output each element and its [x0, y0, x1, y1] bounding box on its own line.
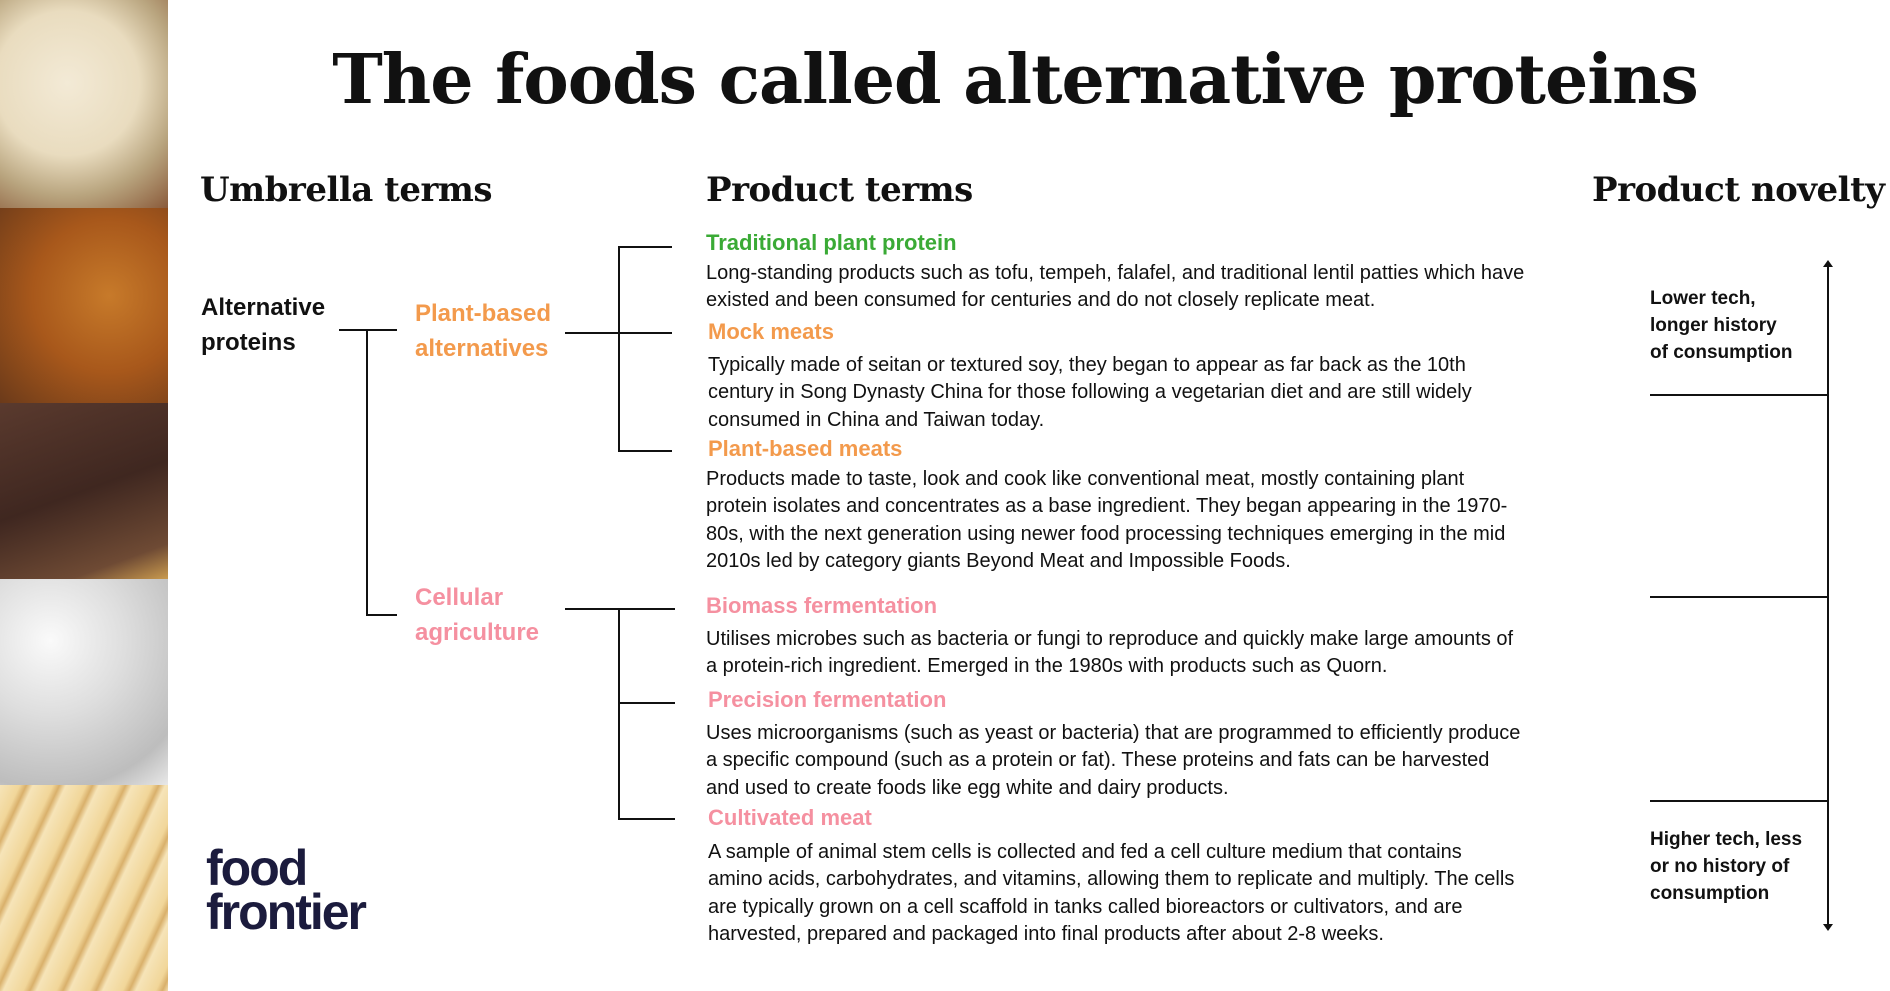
connector	[565, 608, 675, 610]
label-line: Higher tech, less	[1650, 829, 1803, 850]
product-desc-traditional: Long-standing products such as tofu, tem…	[706, 260, 1566, 315]
plant-based-meat-image	[0, 403, 168, 579]
desc-line: 2010s led by category giants Beyond Meat…	[706, 549, 1291, 572]
desc-line: Typically made of seitan or textured soy…	[708, 354, 1466, 376]
product-title-biomass: Biomass fermentation	[706, 593, 938, 618]
novelty-arrow-axis	[1827, 264, 1829, 928]
product-desc-plant-based-meats: Products made to taste, look and cook li…	[706, 466, 1566, 575]
product-title-cultivated: Cultivated meat	[708, 805, 872, 830]
novelty-high-label: Higher tech, less or no history of consu…	[1650, 826, 1802, 907]
desc-line: century in Song Dynasty China for those …	[708, 381, 1472, 404]
arrow-up-icon	[1823, 260, 1833, 267]
desc-line: Products made to taste, look and cook li…	[706, 468, 1465, 490]
product-title-mock-meats: Mock meats	[708, 319, 834, 344]
label-line: Alternative	[201, 294, 326, 321]
connector	[618, 702, 675, 704]
label-line: longer history	[1650, 315, 1777, 336]
connector	[339, 329, 397, 331]
desc-line: harvested, prepared and packaged into fi…	[708, 922, 1384, 945]
desc-line: and used to create foods like egg white …	[706, 776, 1229, 799]
label-line: Lower tech,	[1650, 288, 1756, 309]
desc-line: Utilises microbes such as bacteria or fu…	[706, 628, 1514, 650]
label-line: alternatives	[415, 335, 549, 362]
desc-line: a protein-rich ingredient. Emerged in th…	[706, 655, 1388, 678]
desc-line: are typically grown on a cell scaffold i…	[708, 895, 1463, 918]
connector	[366, 329, 368, 616]
heading-product-terms: Product terms	[706, 170, 973, 210]
product-title-traditional: Traditional plant protein	[706, 230, 957, 255]
heading-umbrella-terms: Umbrella terms	[200, 170, 493, 210]
label-line: consumption	[1650, 883, 1770, 904]
connector	[618, 246, 672, 248]
product-desc-biomass: Utilises microbes such as bacteria or fu…	[706, 626, 1566, 681]
label-line: Plant-based	[415, 300, 552, 327]
novelty-divider	[1650, 596, 1828, 598]
label-line: or no history of	[1650, 856, 1790, 877]
heading-product-novelty: Product novelty	[1592, 170, 1885, 210]
umbrella-cellular: Cellular agriculture	[415, 580, 539, 650]
connector	[366, 614, 397, 616]
arrow-down-icon	[1823, 924, 1833, 931]
logo-line: food	[206, 840, 308, 896]
label-line: Cellular	[415, 584, 504, 611]
connector	[618, 246, 620, 452]
connector	[618, 608, 620, 820]
desc-line: protein isolates and concentrates as a b…	[706, 495, 1508, 518]
page-title: The foods called alternative proteins	[332, 40, 1699, 120]
desc-line: Uses microorganisms (such as yeast or ba…	[706, 722, 1521, 744]
food-frontier-logo: food frontier	[206, 840, 367, 940]
logo-line: frontier	[206, 884, 367, 940]
connector	[618, 450, 672, 452]
tofu-image	[0, 0, 168, 208]
novelty-low-label: Lower tech, longer history of consumptio…	[1650, 285, 1792, 366]
label-line: agriculture	[415, 619, 540, 646]
product-desc-mock-meats: Typically made of seitan or textured soy…	[708, 352, 1568, 434]
product-title-plant-based-meats: Plant-based meats	[708, 436, 903, 461]
product-title-precision: Precision fermentation	[708, 687, 947, 712]
novelty-divider	[1650, 394, 1828, 396]
desc-line: consumed in China and Taiwan today.	[708, 408, 1045, 431]
label-line: of consumption	[1650, 342, 1793, 363]
desc-line: 80s, with the next generation using newe…	[706, 522, 1506, 545]
product-desc-precision: Uses microorganisms (such as yeast or ba…	[706, 720, 1566, 802]
cultivated-meat-image	[0, 785, 168, 991]
umbrella-alternative-proteins: Alternative proteins	[201, 290, 325, 360]
connector	[618, 818, 675, 820]
label-line: proteins	[201, 329, 296, 356]
desc-line: A sample of animal stem cells is collect…	[708, 841, 1462, 863]
desc-line: existed and been consumed for centuries …	[706, 289, 1376, 312]
product-desc-cultivated: A sample of animal stem cells is collect…	[708, 839, 1568, 948]
novelty-divider	[1650, 800, 1828, 802]
fermentation-image	[0, 579, 168, 785]
desc-line: a specific compound (such as a protein o…	[706, 749, 1490, 772]
desc-line: Long-standing products such as tofu, tem…	[706, 262, 1525, 284]
umbrella-plant-based: Plant-based alternatives	[415, 296, 551, 366]
mock-meat-image	[0, 208, 168, 403]
desc-line: amino acids, carbohydrates, and vitamins…	[708, 868, 1515, 891]
